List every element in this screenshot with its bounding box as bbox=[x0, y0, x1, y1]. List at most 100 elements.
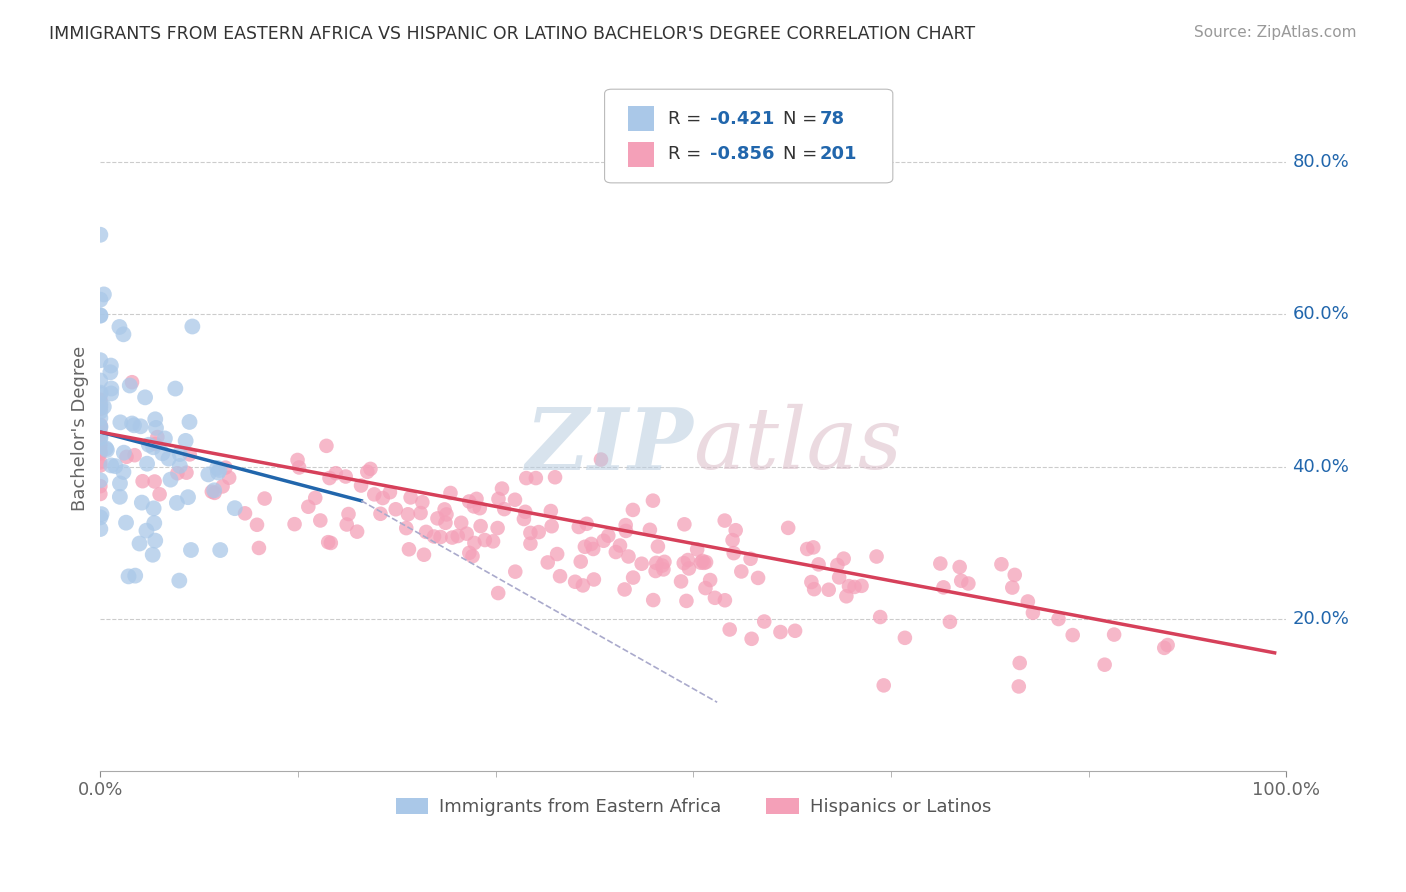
Point bbox=[89, 385, 111, 400]
Point bbox=[93, 287, 115, 301]
Point bbox=[413, 548, 436, 562]
Point bbox=[569, 555, 592, 569]
Point bbox=[800, 575, 823, 590]
Point bbox=[740, 551, 762, 566]
Point bbox=[950, 574, 973, 588]
Point bbox=[89, 427, 111, 442]
Point bbox=[513, 512, 536, 526]
Point bbox=[143, 533, 166, 548]
Point bbox=[146, 430, 169, 444]
Point bbox=[253, 491, 276, 506]
Point bbox=[89, 309, 111, 323]
Point bbox=[783, 624, 806, 638]
Text: ZIP: ZIP bbox=[526, 404, 693, 487]
Point bbox=[89, 374, 111, 388]
Point bbox=[211, 479, 233, 493]
Point bbox=[89, 419, 111, 434]
Point bbox=[695, 581, 717, 595]
Point bbox=[112, 445, 135, 459]
Point bbox=[118, 378, 141, 392]
Point bbox=[582, 541, 605, 556]
Point bbox=[638, 523, 661, 537]
Point bbox=[89, 420, 111, 434]
Point bbox=[592, 533, 614, 548]
Point bbox=[1004, 567, 1026, 582]
Point bbox=[754, 615, 776, 629]
Point bbox=[801, 541, 824, 555]
Point bbox=[411, 495, 433, 509]
Text: 40.0%: 40.0% bbox=[1292, 458, 1350, 475]
Point bbox=[335, 469, 357, 483]
Point bbox=[124, 568, 146, 582]
Point bbox=[589, 452, 612, 467]
Point bbox=[778, 521, 800, 535]
Point bbox=[179, 415, 201, 429]
Point bbox=[932, 580, 955, 594]
Point bbox=[869, 610, 891, 624]
Point bbox=[894, 631, 917, 645]
Point bbox=[699, 573, 721, 587]
Point bbox=[319, 536, 342, 550]
Point bbox=[89, 392, 111, 407]
Point bbox=[488, 491, 510, 506]
Text: 201: 201 bbox=[820, 145, 858, 163]
Point bbox=[157, 451, 180, 466]
Point bbox=[98, 365, 121, 379]
Point bbox=[1008, 656, 1031, 670]
Text: N =: N = bbox=[783, 145, 823, 163]
Point bbox=[177, 490, 200, 504]
Point bbox=[207, 466, 229, 480]
Point bbox=[621, 503, 644, 517]
Point bbox=[131, 495, 153, 509]
Point bbox=[395, 521, 418, 535]
Point bbox=[89, 405, 111, 419]
Point bbox=[143, 516, 166, 530]
Text: 60.0%: 60.0% bbox=[1292, 305, 1350, 324]
Point bbox=[844, 580, 866, 594]
Point bbox=[134, 390, 156, 404]
Point bbox=[409, 506, 432, 520]
Point bbox=[89, 431, 111, 445]
Point bbox=[159, 473, 181, 487]
Point bbox=[447, 529, 470, 543]
Point bbox=[336, 517, 359, 532]
Point bbox=[721, 533, 744, 548]
Point bbox=[546, 547, 568, 561]
Point bbox=[990, 558, 1012, 572]
Point bbox=[346, 524, 368, 539]
Point bbox=[152, 446, 174, 460]
Point bbox=[356, 465, 378, 479]
Point bbox=[503, 565, 526, 579]
Point bbox=[828, 570, 851, 584]
Point bbox=[399, 491, 422, 505]
Point bbox=[458, 546, 481, 560]
Text: R =: R = bbox=[668, 145, 707, 163]
Point bbox=[463, 500, 485, 514]
Point bbox=[287, 453, 309, 467]
Point bbox=[89, 420, 111, 434]
Point bbox=[94, 442, 117, 456]
Point bbox=[579, 537, 602, 551]
Point bbox=[544, 470, 567, 484]
Legend: Immigrants from Eastern Africa, Hispanics or Latinos: Immigrants from Eastern Africa, Hispanic… bbox=[388, 790, 998, 823]
Text: 80.0%: 80.0% bbox=[1292, 153, 1350, 171]
Point bbox=[537, 556, 560, 570]
Point bbox=[93, 400, 115, 414]
Point bbox=[89, 227, 111, 242]
Point bbox=[89, 455, 111, 469]
Point bbox=[131, 474, 153, 488]
Point bbox=[143, 412, 166, 426]
Point bbox=[316, 535, 339, 549]
Point bbox=[89, 400, 111, 414]
Point bbox=[90, 507, 112, 521]
Point bbox=[515, 505, 537, 519]
Point bbox=[582, 573, 605, 587]
Point bbox=[89, 522, 111, 536]
Point bbox=[678, 561, 700, 575]
Point bbox=[673, 517, 696, 532]
Point bbox=[89, 473, 111, 487]
Point bbox=[197, 467, 219, 482]
Point bbox=[115, 450, 138, 464]
Point bbox=[181, 319, 204, 334]
Point bbox=[929, 557, 952, 571]
